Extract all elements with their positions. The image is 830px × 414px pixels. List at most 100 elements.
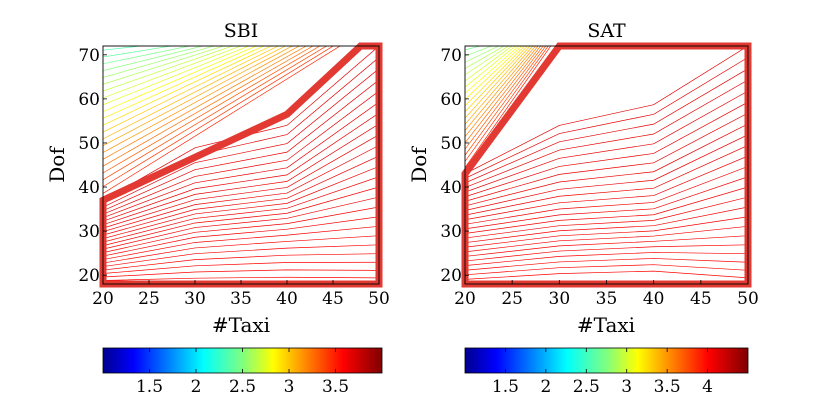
contour-line — [103, 46, 328, 181]
contour-line — [103, 23, 193, 37]
contour-line — [465, 0, 472, 37]
x-tick-label: 35 — [230, 289, 252, 309]
contour-line — [103, 166, 379, 239]
contour-line — [103, 216, 379, 257]
contour-line — [103, 30, 200, 37]
contour-line — [103, 46, 334, 187]
colorbar-tick-label: 2 — [540, 377, 551, 397]
contour-line — [465, 123, 748, 207]
contour-line — [103, 176, 379, 243]
contour-lines-sbi — [97, 0, 379, 281]
contour-line — [465, 244, 748, 262]
colorbar-tick-label: 1.5 — [136, 377, 163, 397]
contour-line — [465, 46, 500, 63]
contour-line — [103, 46, 258, 112]
colorbar-tick-label: 4 — [702, 377, 713, 397]
contour-line — [465, 90, 748, 193]
contour-line — [465, 13, 498, 37]
contour-line — [103, 101, 379, 219]
contour-line — [103, 2, 174, 37]
chart-title-sbi: SBI — [224, 20, 258, 42]
contour-line — [103, 0, 129, 37]
contour-line — [103, 46, 265, 119]
contour-line — [465, 101, 748, 198]
contour-line — [103, 46, 242, 99]
contour-line — [103, 134, 379, 229]
y-tick-label: 60 — [440, 90, 462, 110]
x-tick-label: 30 — [549, 289, 571, 309]
colorbar-tick-label: 3.5 — [322, 377, 349, 397]
x-tick-label: 20 — [92, 289, 114, 309]
contour-line — [103, 46, 294, 147]
y-tick-label: 40 — [440, 178, 462, 198]
contour-line — [465, 46, 505, 69]
colorbar-tick-label: 3 — [284, 377, 295, 397]
x-tick-label: 35 — [596, 289, 618, 309]
contour-line — [103, 244, 379, 267]
contour-line — [465, 196, 748, 239]
contour-line — [465, 37, 510, 44]
contour-line — [103, 155, 379, 236]
y-tick-label: 70 — [78, 46, 100, 66]
y-tick-label: 30 — [78, 222, 100, 242]
contour-line — [103, 0, 116, 37]
contour-line — [103, 145, 379, 232]
x-tick-label: 25 — [501, 289, 523, 309]
x-tick-label: 20 — [454, 289, 476, 309]
contour-line — [103, 46, 314, 167]
contour-line — [103, 90, 379, 215]
contour-line — [465, 46, 534, 125]
contour-line — [465, 46, 748, 175]
contour-line — [465, 155, 748, 221]
contour-line — [465, 46, 517, 88]
colorbar-sat: 1.5 2 2.5 3 3.5 4 — [464, 347, 749, 397]
x-tick-label: 30 — [184, 289, 206, 309]
x-tick-label: 50 — [737, 289, 759, 309]
y-axis-label-sat: Dof — [407, 146, 431, 183]
contour-line — [97, 0, 103, 37]
contour-line — [103, 0, 148, 37]
contour-line — [103, 46, 280, 133]
panel-sbi: SBI 20 25 30 35 40 45 50 20 30 40 50 60 70 #Taxi Dof 1.5… — [45, 0, 390, 397]
contour-line — [465, 112, 748, 202]
contour-line — [103, 46, 301, 153]
contour-line — [103, 0, 135, 37]
contour-line — [103, 0, 167, 37]
contour-line — [465, 46, 493, 57]
contour-line — [465, 31, 505, 37]
contour-line — [103, 46, 225, 85]
contour-line — [103, 253, 379, 271]
contour-line — [103, 9, 180, 37]
x-axis-label-sat: #Taxi — [577, 313, 635, 337]
contour-line — [103, 46, 287, 140]
contour-line — [465, 0, 479, 37]
contour-line — [103, 46, 307, 160]
colorbar-tick-label: 1.5 — [492, 377, 519, 397]
contour-line — [465, 235, 748, 257]
contour-line — [465, 46, 482, 51]
x-tick-label: 40 — [643, 289, 665, 309]
contour-line — [103, 46, 234, 92]
contour-line — [465, 46, 544, 150]
contour-line — [465, 46, 526, 106]
contour-line — [465, 46, 523, 100]
contour-line — [465, 25, 503, 37]
colorbar-sbi: 1.5 2 2.5 3 3.5 — [102, 347, 383, 397]
contour-line — [465, 258, 748, 271]
contour-line — [103, 0, 161, 37]
contour-line — [103, 0, 109, 37]
contour-line — [103, 46, 144, 51]
contour-line — [460, 0, 465, 37]
contour-line — [103, 46, 174, 58]
contour-line — [465, 0, 486, 37]
contour-line — [103, 0, 142, 37]
colorbar-gradient — [464, 347, 749, 374]
contour-line — [465, 264, 748, 276]
contour-line — [465, 186, 748, 234]
y-tick-label: 40 — [78, 178, 100, 198]
contour-line — [465, 46, 549, 162]
contour-line — [465, 7, 496, 38]
contour-line — [465, 0, 489, 37]
y-axis-label-sbi: Dof — [45, 146, 69, 183]
contour-line — [465, 0, 493, 37]
